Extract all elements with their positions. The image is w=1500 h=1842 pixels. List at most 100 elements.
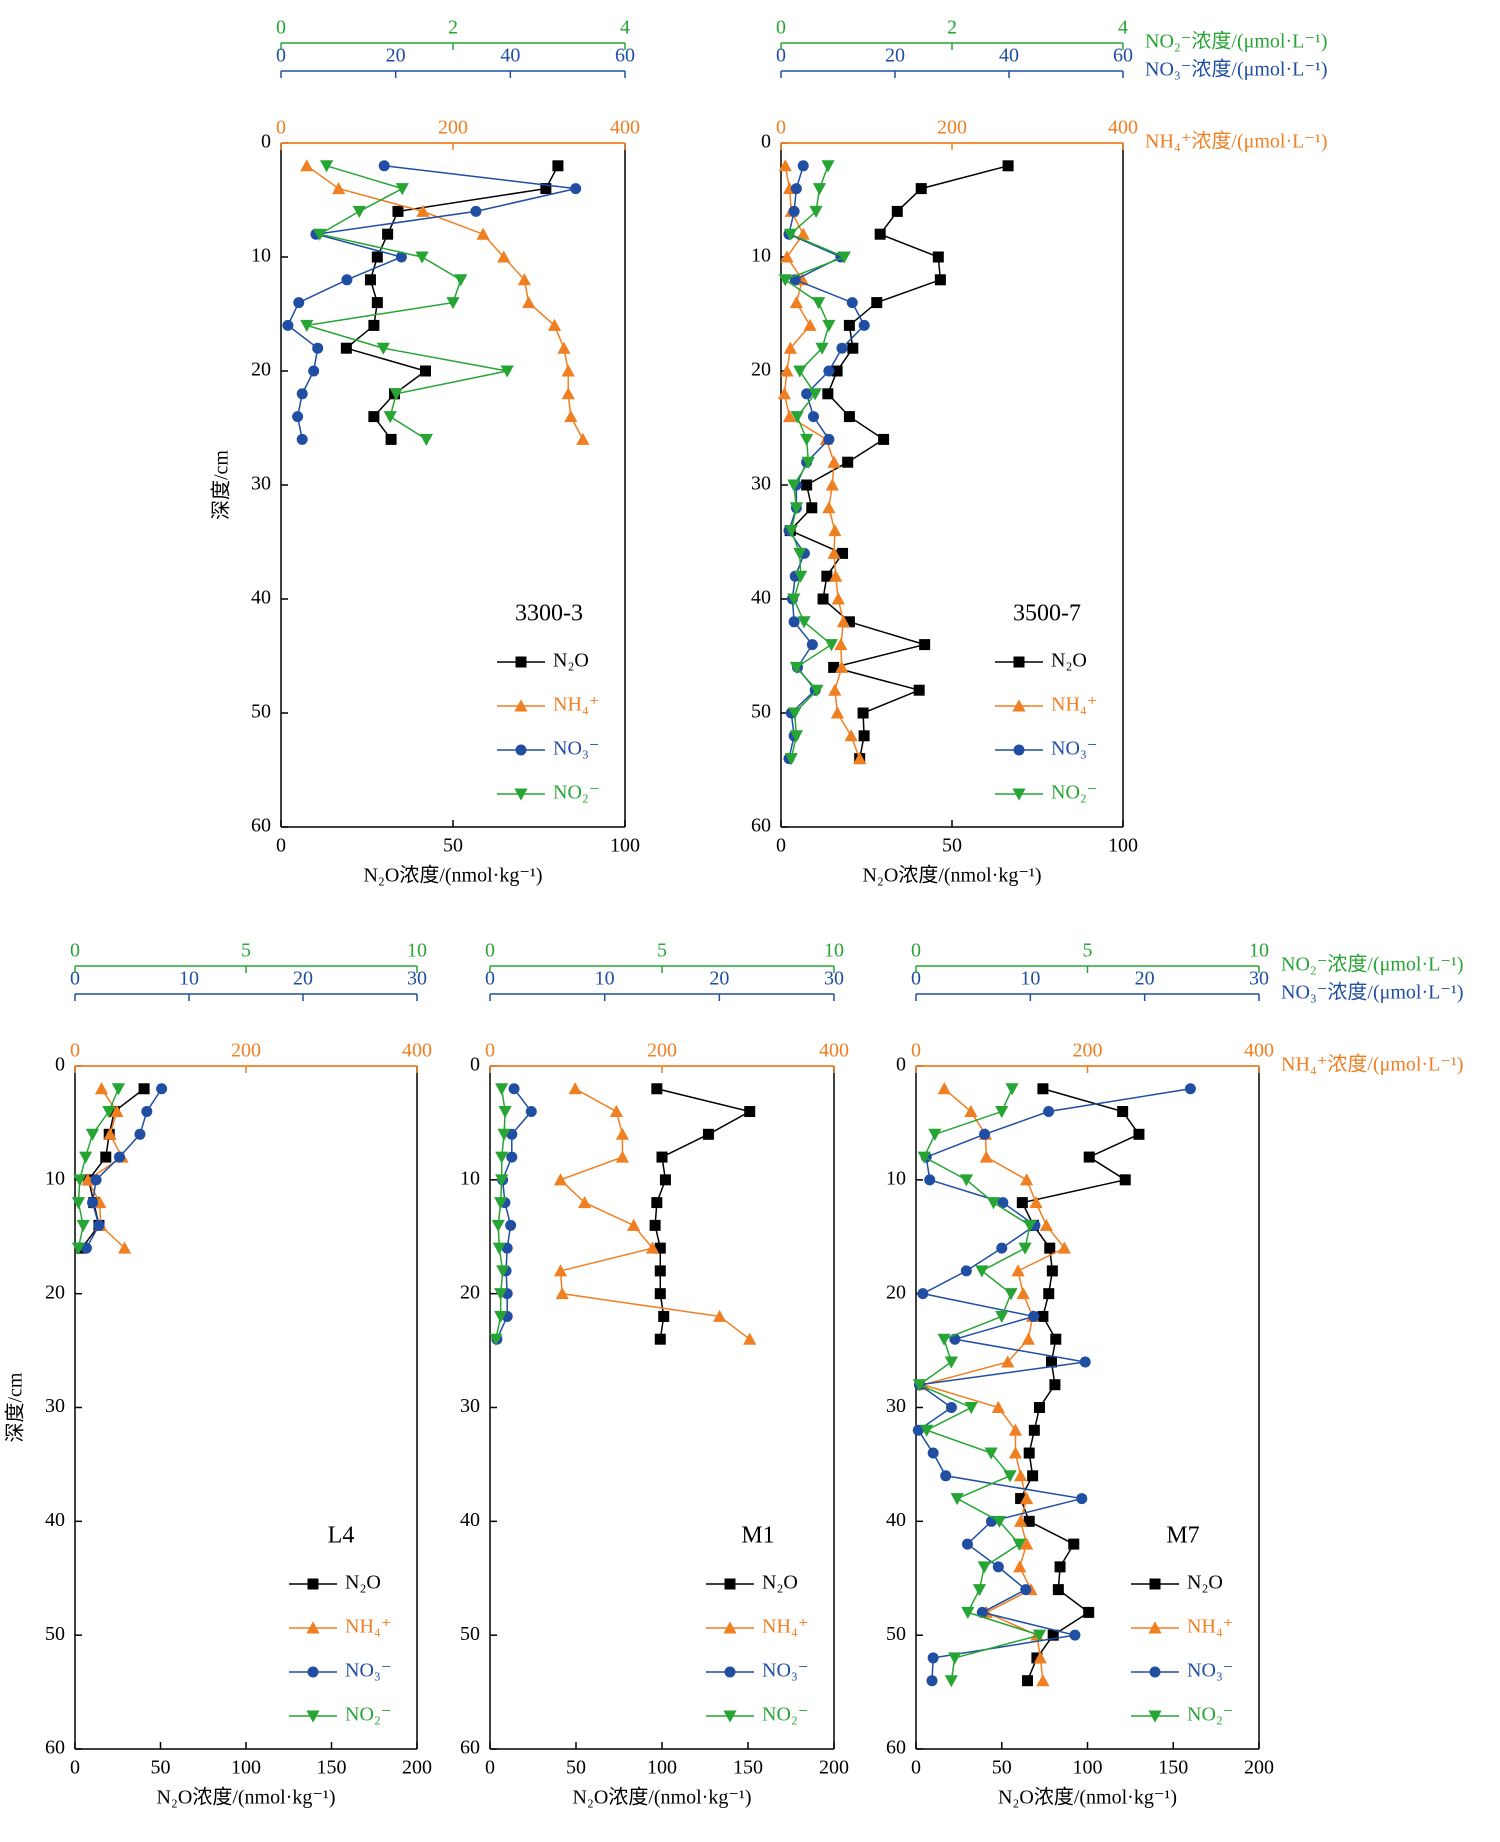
x-tick-label: 50 <box>992 1757 1012 1779</box>
marker <box>306 1621 320 1634</box>
legend-label: NO₃⁻ <box>553 738 599 760</box>
top-tick-label: 10 <box>595 968 615 990</box>
marker <box>810 684 824 697</box>
marker <box>836 615 851 628</box>
marker <box>713 1309 727 1322</box>
marker <box>796 227 810 240</box>
marker <box>801 479 813 491</box>
marker <box>654 1333 666 1345</box>
marker <box>827 546 841 559</box>
marker <box>920 1424 934 1437</box>
marker <box>568 1082 582 1095</box>
marker <box>1076 1493 1088 1505</box>
top-tick-label: 0 <box>485 968 495 990</box>
marker <box>1003 1470 1017 1483</box>
marker <box>950 1493 964 1506</box>
marker <box>917 1151 931 1164</box>
marker <box>649 1219 661 1231</box>
marker <box>846 297 858 309</box>
top-axis-title: NO₂⁻浓度/(μmol·L⁻¹) <box>1145 30 1328 53</box>
marker <box>654 1288 666 1300</box>
y-tick-label: 20 <box>886 1281 906 1303</box>
marker <box>778 159 792 172</box>
legend-label: NO₃⁻ <box>1051 738 1097 760</box>
y-tick-label: 0 <box>55 1054 65 1076</box>
marker <box>307 1578 319 1590</box>
y-tick-label: 0 <box>261 131 271 153</box>
marker <box>1012 788 1026 801</box>
marker <box>1013 1560 1027 1573</box>
top-tick-label: 30 <box>824 968 844 990</box>
top-axis-title: NH₄⁺浓度/(μmol·L⁻¹) <box>1281 1053 1464 1076</box>
marker <box>517 273 531 286</box>
marker <box>960 1265 972 1277</box>
marker <box>945 1402 957 1413</box>
top-tick-label: 60 <box>1113 45 1133 67</box>
x-axis-title: N₂O浓度/(nmol·kg⁻¹) <box>156 1786 335 1809</box>
x-tick-label: 100 <box>1108 835 1138 857</box>
marker <box>341 274 353 286</box>
marker <box>1033 1402 1045 1413</box>
marker <box>827 455 841 468</box>
marker <box>831 592 845 605</box>
marker <box>778 274 792 287</box>
marker <box>654 1265 666 1277</box>
marker <box>842 456 854 468</box>
legend-label: N₂O <box>345 1572 381 1594</box>
marker <box>997 1197 1009 1209</box>
x-tick-label: 50 <box>566 1757 586 1779</box>
marker <box>1013 656 1025 668</box>
marker <box>658 1310 670 1322</box>
marker <box>553 1173 568 1186</box>
y-tick-label: 50 <box>751 701 771 723</box>
marker <box>71 1242 86 1255</box>
legend-label: N₂O <box>1051 650 1087 672</box>
x-tick-label: 150 <box>733 1757 763 1779</box>
y-tick-label: 60 <box>886 1737 906 1759</box>
legend-label: NO₃⁻ <box>1187 1660 1233 1682</box>
y-tick-label: 0 <box>896 1054 906 1076</box>
marker <box>822 319 836 332</box>
marker <box>1002 160 1014 172</box>
top-tick-label: 10 <box>1249 940 1269 962</box>
legend-label: N₂O <box>1187 1572 1223 1594</box>
marker <box>1008 1423 1023 1436</box>
top-tick-label: 30 <box>407 968 427 990</box>
marker <box>871 297 883 309</box>
marker <box>834 638 848 651</box>
marker <box>1021 1332 1035 1345</box>
marker <box>1036 1674 1050 1687</box>
marker <box>1008 1446 1023 1459</box>
top-tick-label: 20 <box>386 45 406 67</box>
marker <box>878 433 890 445</box>
y-tick-label: 10 <box>751 245 771 267</box>
y-tick-label: 40 <box>751 587 771 609</box>
top-tick-label: 0 <box>485 1040 495 1062</box>
marker <box>823 433 835 445</box>
marker <box>789 296 803 309</box>
x-tick-label: 100 <box>610 835 640 857</box>
top-tick-label: 400 <box>402 1040 432 1062</box>
marker <box>986 1197 1001 1210</box>
marker <box>514 699 528 712</box>
marker <box>793 547 807 560</box>
marker <box>915 183 927 195</box>
marker <box>378 160 390 172</box>
top-tick-label: 4 <box>1118 17 1128 39</box>
marker <box>913 684 925 696</box>
marker <box>80 1242 92 1254</box>
marker <box>340 342 352 354</box>
marker <box>76 1219 90 1232</box>
marker <box>81 1173 95 1186</box>
marker <box>1050 1333 1062 1345</box>
marker <box>787 479 801 492</box>
legend-label: NO₃⁻ <box>762 1660 808 1682</box>
top-tick-label: 0 <box>911 1040 921 1062</box>
marker <box>809 205 823 218</box>
marker <box>1043 1106 1055 1118</box>
y-tick-label: 40 <box>251 587 271 609</box>
marker <box>1052 1584 1064 1596</box>
top-tick-label: 200 <box>438 117 468 139</box>
marker <box>659 1174 671 1186</box>
